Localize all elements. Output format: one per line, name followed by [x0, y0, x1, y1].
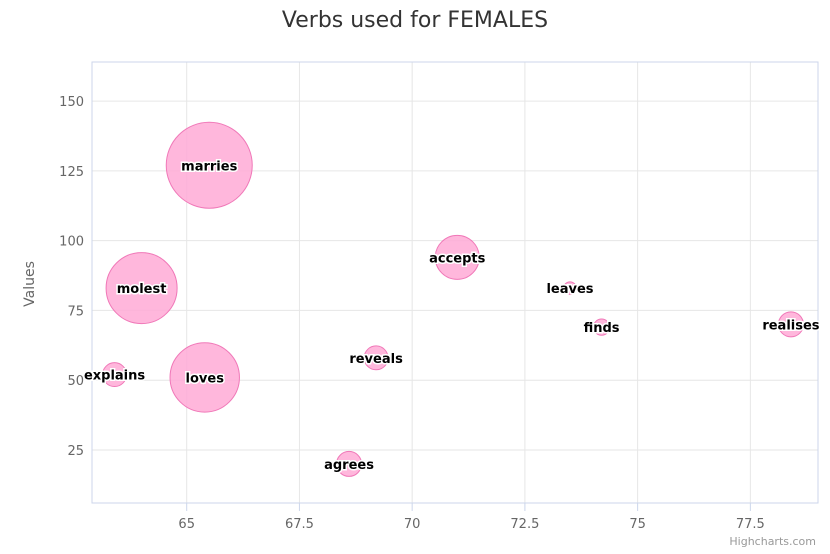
- bubble-label-accepts: accepts: [429, 251, 486, 266]
- x-tick-label: 72.5: [510, 517, 539, 532]
- bubble-loves: [169, 342, 240, 413]
- bubble-molest: [105, 252, 178, 325]
- axis-layer: 25 50 75 100 125 150 65 67.5 70 72.5 75 77.5: [59, 61, 819, 532]
- bubble-reveals: [363, 345, 389, 371]
- label-layer: marries molest loves accepts explains reveals…: [82, 158, 821, 475]
- bubble-label-molest: molest: [117, 282, 167, 297]
- y-tick-label: 25: [67, 444, 84, 459]
- bubble-label-loves: loves: [186, 371, 225, 386]
- bubble-label-finds: finds: [584, 321, 620, 336]
- x-tick-label: 75: [629, 517, 646, 532]
- credits-link[interactable]: Highcharts.com: [729, 535, 816, 548]
- bubble-label-leaves: leaves: [546, 282, 593, 297]
- bubble-label-realises: realises: [762, 318, 819, 333]
- x-tick-label: 77.5: [736, 517, 765, 532]
- bubble-label-marries: marries: [181, 159, 237, 174]
- bubble-leaves: [563, 281, 577, 295]
- y-tick-label: 150: [59, 95, 84, 110]
- x-tick-label: 65: [178, 517, 195, 532]
- y-tick-label: 75: [67, 304, 84, 319]
- y-tick-label: 50: [67, 374, 84, 389]
- bubble-layer: [102, 121, 804, 477]
- x-tick-label: 70: [404, 517, 421, 532]
- y-tick-label: 125: [59, 165, 84, 180]
- plot-border: [91, 61, 819, 504]
- bubble-finds: [592, 318, 611, 336]
- bubble-label-explains: explains: [84, 369, 145, 384]
- grid-layer: [92, 62, 818, 503]
- y-axis-title: Values: [22, 261, 38, 307]
- bubble-explains: [102, 362, 127, 388]
- bubble-agrees: [336, 450, 363, 477]
- bubble-accepts: [434, 234, 480, 280]
- bubble-realises: [777, 311, 804, 338]
- bubble-marries: [165, 121, 253, 209]
- y-tick-label: 100: [59, 235, 84, 250]
- bubble-label-reveals: reveals: [349, 352, 403, 367]
- bubble-label-agrees: agrees: [324, 458, 374, 473]
- x-tick-label: 67.5: [285, 517, 314, 532]
- chart-title: Verbs used for FEMALES: [281, 8, 549, 33]
